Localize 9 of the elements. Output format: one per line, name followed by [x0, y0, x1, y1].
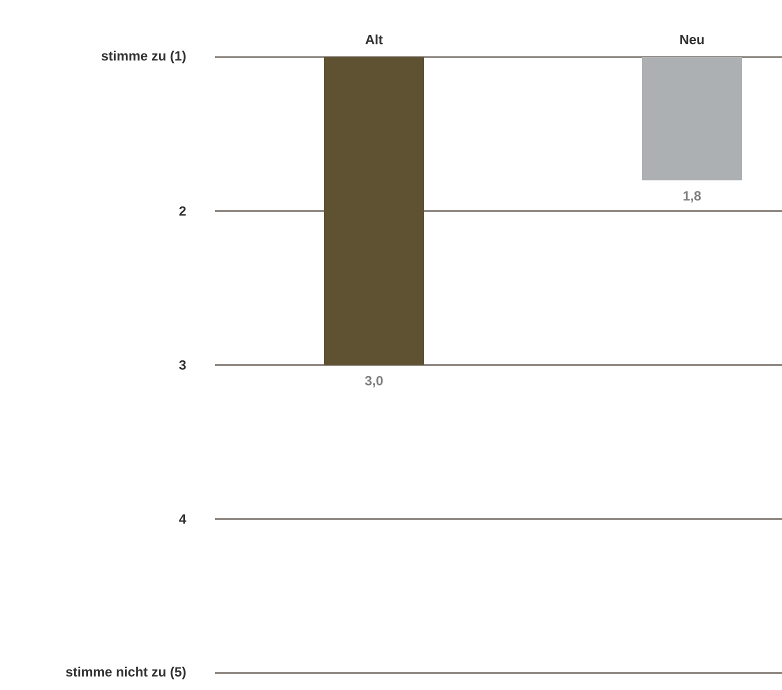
y-tick-label: 2 [179, 206, 186, 216]
y-tick-label: stimme nicht zu (5) [66, 666, 186, 680]
data-label: 1,8 [684, 191, 701, 203]
y-tick-label: 3 [179, 360, 186, 370]
data-label: 3,0 [365, 376, 383, 388]
x-tick-label: Alt [365, 34, 383, 44]
x-tick-label: Neu [680, 34, 704, 44]
y-tick-label: 4 [179, 514, 186, 524]
y-tick-label: stimme zu (1) [102, 50, 186, 64]
